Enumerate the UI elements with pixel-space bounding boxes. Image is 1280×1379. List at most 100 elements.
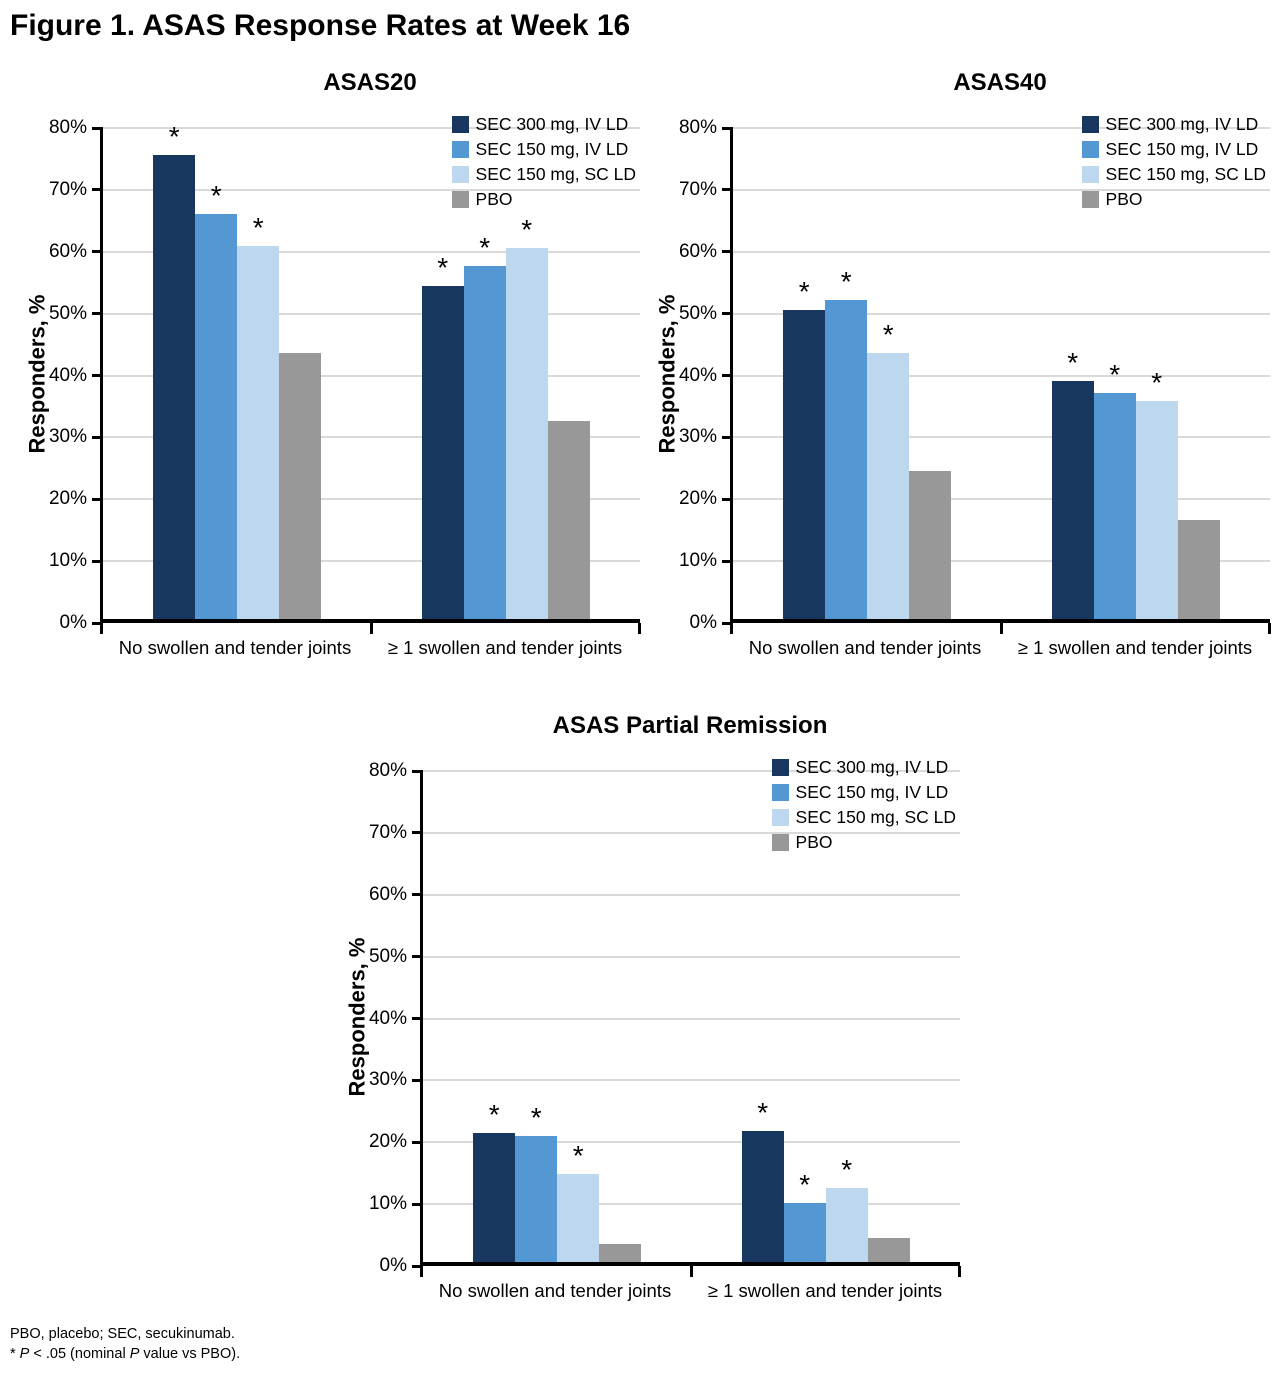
bars-layer: * * * * * * xyxy=(103,121,640,619)
significance-marker: * xyxy=(521,213,533,245)
y-tick-label-40: 40% xyxy=(48,364,87,386)
significance-marker: * xyxy=(798,275,810,307)
y-tick-0 xyxy=(412,1264,423,1268)
gridline-60 xyxy=(103,250,640,253)
legend-item-sec-150-mg-iv-ld: SEC 150 mg, IV LD xyxy=(1081,137,1266,162)
bar-pbo xyxy=(599,1244,642,1262)
bar-pbo xyxy=(909,470,952,619)
legend-swatch-sec150sc xyxy=(451,166,469,183)
footnote-segment: P xyxy=(19,1346,30,1362)
gridline-50 xyxy=(103,312,640,315)
significance-marker: * xyxy=(1151,366,1163,398)
legend-item-sec-150-mg-iv-ld: SEC 150 mg, IV LD xyxy=(771,780,956,805)
gridline-60 xyxy=(733,250,1270,253)
bar-sec-300-mg-iv-ld: * xyxy=(153,121,196,619)
plot-area: Responders, % 0% 10% 20% 30% 40% 50% 60% 70% 80% *… xyxy=(654,114,1271,634)
bar-group-no-swollen-and-tender-joints: * * * xyxy=(103,121,372,619)
legend-swatch-pbo xyxy=(1081,191,1099,208)
significance-marker: * xyxy=(799,1169,811,1201)
gridline-80 xyxy=(103,127,640,129)
charts-row-bottom: ASAS Partial Remission Responders, % 0% 10%… xyxy=(10,711,1280,1302)
x-tick xyxy=(420,1266,423,1277)
y-tick-label-80: 80% xyxy=(368,760,407,781)
legend-item-sec-150-mg-sc-ld: SEC 150 mg, SC LD xyxy=(451,162,636,187)
y-tick-20 xyxy=(722,497,733,501)
y-tick-label-20: 20% xyxy=(48,488,87,510)
x-tick xyxy=(1000,623,1003,634)
gridline-50 xyxy=(733,312,1270,315)
bar-pbo xyxy=(547,421,590,619)
y-tick-label-80: 80% xyxy=(48,117,87,138)
y-tick-0 xyxy=(92,621,103,625)
significance-marker: * xyxy=(1067,346,1079,378)
legend-item-sec-300-mg-iv-ld: SEC 300 mg, IV LD xyxy=(1081,112,1266,137)
chart-title: ASAS40 xyxy=(953,69,1047,96)
x-tick xyxy=(958,1266,961,1277)
y-tick-label-20: 20% xyxy=(678,488,717,510)
gridline-40 xyxy=(733,374,1270,377)
charts-row-top: ASAS20 Responders, % 0% 10% 20% 30% 40% 50% 60% 7… xyxy=(10,68,1280,659)
bar-sec-150-mg-iv-ld: * xyxy=(1093,360,1136,619)
footnote-segment: * xyxy=(10,1346,20,1362)
chart-title: ASAS Partial Remission xyxy=(552,712,828,739)
bar-pbo xyxy=(867,1237,910,1262)
x-tick xyxy=(100,623,103,634)
y-tick-label-50: 50% xyxy=(48,302,87,324)
y-tick-label-60: 60% xyxy=(48,240,87,262)
legend: SEC 300 mg, IV LD SEC 150 mg, IV LD SEC 15… xyxy=(1081,112,1266,212)
gridline-30 xyxy=(103,436,640,439)
legend-swatch-pbo xyxy=(771,834,789,851)
y-tick-50 xyxy=(412,955,423,959)
legend-item-sec-300-mg-iv-ld: SEC 300 mg, IV LD xyxy=(451,112,636,137)
plot-area: Responders, % 0% 10% 20% 30% 40% 50% 60% 70% 80% *… xyxy=(344,757,961,1277)
category-label-1-swollen-and-tender-joints: ≥ 1 swollen and tender joints xyxy=(1017,637,1253,658)
bar-sec-150-mg-iv-ld: * xyxy=(515,1103,558,1262)
legend-swatch-pbo xyxy=(451,191,469,208)
footnotes: PBO, placebo; SEC, secukinumab. * P < .0… xyxy=(10,1324,1280,1364)
y-tick-80 xyxy=(92,126,103,130)
legend-label: SEC 300 mg, IV LD xyxy=(795,757,949,777)
significance-marker: * xyxy=(840,266,852,298)
bars-layer: * * * * * * xyxy=(733,128,1270,619)
chart-asas20: ASAS20 Responders, % 0% 10% 20% 30% 40% 50% 60% 7… xyxy=(10,68,641,659)
gridline-40 xyxy=(103,374,640,377)
y-tick-60 xyxy=(92,250,103,254)
footnote-segment: P xyxy=(129,1346,140,1362)
legend-item-pbo: PBO xyxy=(1081,187,1266,212)
gridline-10 xyxy=(423,1203,960,1206)
legend-item-pbo: PBO xyxy=(771,830,956,855)
legend-swatch-sec300 xyxy=(1081,116,1099,133)
y-tick-80 xyxy=(412,769,423,773)
legend-label: PBO xyxy=(1105,189,1143,209)
bar-sec-300-mg-iv-ld: * xyxy=(1051,347,1094,619)
y-tick-60 xyxy=(722,250,733,254)
legend-swatch-sec300 xyxy=(771,759,789,776)
y-tick-label-30: 30% xyxy=(368,1069,407,1091)
legend-label: PBO xyxy=(795,832,833,852)
bar-group-1-swollen-and-tender-joints: * * * xyxy=(692,771,961,1262)
legend-swatch-sec150iv xyxy=(1081,141,1099,158)
gridline-70 xyxy=(423,831,960,834)
figure-title: Figure 1. ASAS Response Rates at Week 16 xyxy=(10,9,631,42)
bar-sec-300-mg-iv-ld: * xyxy=(421,253,464,619)
y-tick-label-70: 70% xyxy=(48,178,87,200)
y-tick-label-30: 30% xyxy=(48,426,87,448)
gridline-20 xyxy=(103,498,640,501)
y-tick-10 xyxy=(92,559,103,563)
x-tick xyxy=(638,623,641,634)
category-label-1-swollen-and-tender-joints: ≥ 1 swollen and tender joints xyxy=(707,1280,943,1301)
x-tick xyxy=(370,623,373,634)
y-tick-label-60: 60% xyxy=(368,883,407,905)
gridline-60 xyxy=(423,893,960,896)
y-tick-50 xyxy=(92,312,103,316)
y-tick-label-60: 60% xyxy=(678,240,717,262)
significance-marker: * xyxy=(841,1153,853,1185)
bar-sec-150-mg-sc-ld: * xyxy=(1135,367,1178,619)
significance-marker: * xyxy=(757,1096,769,1128)
y-tick-20 xyxy=(412,1140,423,1144)
bar-sec-150-mg-iv-ld: * xyxy=(825,267,868,619)
gridline-10 xyxy=(103,560,640,563)
y-tick-label-80: 80% xyxy=(678,117,717,138)
legend-swatch-sec150sc xyxy=(771,809,789,826)
